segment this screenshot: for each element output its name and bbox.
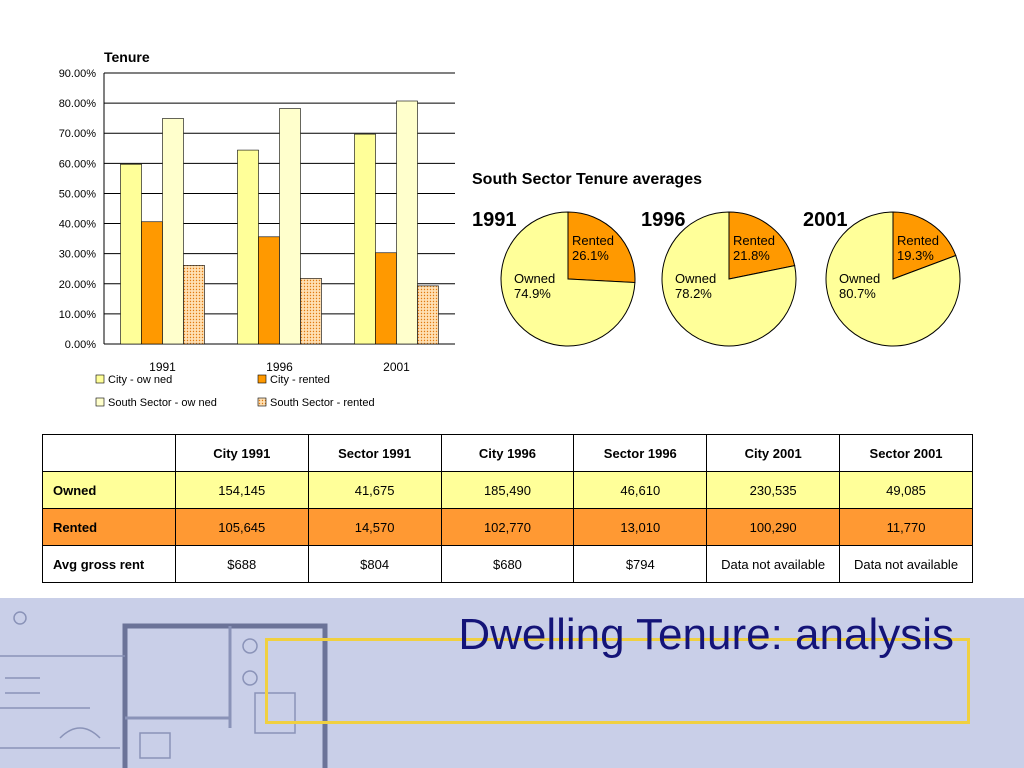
pie-slice-value: 19.3%	[897, 248, 934, 263]
legend-swatch	[95, 397, 105, 407]
footer-banner: Dwelling Tenure: analysis	[0, 598, 1024, 768]
tenure-data-table: City 1991 Sector 1991 City 1996 Sector 1…	[42, 434, 973, 583]
title-frame	[265, 638, 970, 724]
legend-swatch	[257, 397, 267, 407]
pie-slice	[500, 211, 636, 347]
y-tick-label: 10.00%	[59, 309, 97, 321]
pie-slice	[661, 211, 797, 347]
table-cell: $688	[174, 545, 309, 583]
row-label: Owned	[42, 471, 176, 509]
y-tick-label: 40.00%	[59, 219, 97, 231]
bar	[396, 100, 418, 345]
slide-title: Dwelling Tenure: analysis	[458, 610, 954, 659]
pie-slice	[892, 211, 957, 280]
pie-slice-label: Owned	[514, 271, 555, 286]
table-row-owned: Owned 154,145 41,675 185,490 46,610 230,…	[42, 471, 973, 509]
legend-label: South Sector - rented	[270, 397, 375, 409]
pie-slice-label: Owned	[839, 271, 880, 286]
table-cell: 11,770	[839, 508, 973, 546]
y-tick-label: 20.00%	[59, 279, 97, 291]
legend-swatch	[95, 374, 105, 384]
bar	[300, 278, 322, 345]
table-cell: $804	[307, 545, 442, 583]
bar	[183, 265, 205, 345]
pie-slice-label: Rented	[733, 233, 775, 248]
legend-label: City - rented	[270, 374, 330, 386]
x-tick-label: 2001	[383, 360, 410, 374]
tenure-pie-charts: 1991Rented26.1%Owned74.9%1996Rented21.8%…	[472, 209, 961, 347]
row-label: Rented	[42, 508, 176, 546]
table-cell: 46,610	[573, 471, 708, 509]
legend-swatch	[257, 374, 267, 384]
pies-title: South Sector Tenure averages	[472, 171, 702, 188]
table-header-row: City 1991 Sector 1991 City 1996 Sector 1…	[42, 434, 973, 472]
table-header-cell: City 1996	[440, 434, 575, 472]
table-header-cell: Sector 1991	[307, 434, 442, 472]
y-tick-label: 60.00%	[59, 158, 97, 170]
pie-year-label: 1991	[472, 209, 517, 231]
table-row-avg-rent: Avg gross rent $688 $804 $680 $794 Data …	[42, 545, 973, 583]
x-tick-label: 1996	[266, 360, 293, 374]
chart-title: Tenure	[104, 49, 150, 65]
table-cell: 13,010	[573, 508, 708, 546]
table-row-rented: Rented 105,645 14,570 102,770 13,010 100…	[42, 508, 973, 546]
table-cell: 105,645	[174, 508, 309, 546]
pie-slice-value: 26.1%	[572, 248, 609, 263]
y-tick-label: 0.00%	[65, 339, 96, 351]
table-cell: 14,570	[307, 508, 442, 546]
table-cell: 154,145	[174, 471, 309, 509]
pie-slice	[567, 211, 636, 284]
pie-slice-label: Owned	[675, 271, 716, 286]
pie-slice-label: Rented	[897, 233, 939, 248]
legend-label: City - ow ned	[108, 374, 172, 386]
blueprint-background-image	[0, 611, 328, 768]
table-cell: $680	[440, 545, 575, 583]
table-cell: 100,290	[706, 508, 841, 546]
table-header-cell: Sector 2001	[839, 434, 973, 472]
y-tick-label: 80.00%	[59, 98, 97, 110]
tenure-bar-chart: Tenure 0.00% 10.00% 20.00% 30.00% 40.00% 50.00…	[59, 49, 455, 409]
y-tick-label: 90.00%	[59, 68, 97, 80]
bar	[162, 118, 184, 345]
pie-slice	[825, 211, 961, 347]
pie-year-label: 2001	[803, 209, 848, 231]
table-header-cell	[42, 434, 176, 472]
table-cell: 49,085	[839, 471, 973, 509]
bar	[354, 133, 376, 345]
pie-year-label: 1996	[641, 209, 686, 231]
table-cell: 230,535	[706, 471, 841, 509]
pie-slice	[728, 211, 796, 280]
bar	[279, 108, 301, 345]
y-tick-label: 50.00%	[59, 188, 97, 200]
table-cell: 41,675	[307, 471, 442, 509]
table-cell: Data not available	[706, 545, 841, 583]
table-cell: $794	[573, 545, 708, 583]
table-header-cell: Sector 1996	[573, 434, 708, 472]
pie-slice-label: Rented	[572, 233, 614, 248]
table-header-cell: City 1991	[174, 434, 309, 472]
x-tick-label: 1991	[149, 360, 176, 374]
y-tick-label: 70.00%	[59, 128, 97, 140]
pie-slice-value: 78.2%	[675, 286, 712, 301]
pie-slice-value: 74.9%	[514, 286, 551, 301]
row-label: Avg gross rent	[42, 545, 176, 583]
table-header-cell: City 2001	[706, 434, 841, 472]
bar	[417, 285, 439, 345]
table-cell: Data not available	[839, 545, 973, 583]
legend-label: South Sector - ow ned	[108, 397, 217, 409]
y-tick-label: 30.00%	[59, 249, 97, 261]
pie-slice-value: 80.7%	[839, 286, 876, 301]
pie-slice-value: 21.8%	[733, 248, 770, 263]
table-cell: 185,490	[440, 471, 575, 509]
table-cell: 102,770	[440, 508, 575, 546]
